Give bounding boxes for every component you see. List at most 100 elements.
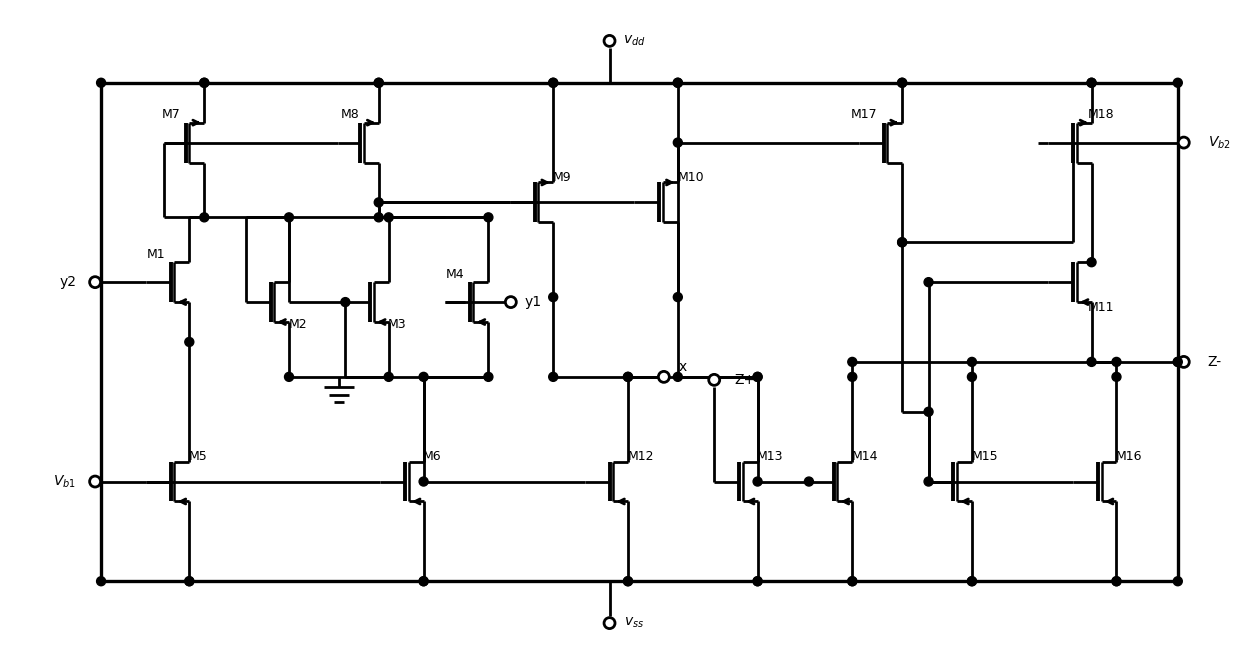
Circle shape bbox=[384, 373, 393, 381]
Circle shape bbox=[753, 373, 762, 381]
Circle shape bbox=[1178, 357, 1189, 367]
Text: M1: M1 bbox=[146, 248, 165, 261]
Circle shape bbox=[419, 577, 429, 586]
Text: y1: y1 bbox=[525, 295, 541, 309]
Circle shape bbox=[1111, 357, 1121, 367]
Text: M15: M15 bbox=[971, 450, 999, 463]
Circle shape bbox=[623, 577, 632, 586]
Circle shape bbox=[968, 373, 976, 381]
Text: x: x bbox=[679, 360, 686, 374]
Text: M4: M4 bbox=[446, 268, 465, 281]
Circle shape bbox=[847, 577, 857, 586]
Circle shape bbox=[506, 297, 517, 307]
Circle shape bbox=[623, 373, 632, 381]
Text: $v_{dd}$: $v_{dd}$ bbox=[623, 34, 646, 48]
Circle shape bbox=[673, 78, 683, 87]
Circle shape bbox=[753, 577, 762, 586]
Circle shape bbox=[1111, 577, 1121, 586]
Text: M3: M3 bbox=[388, 317, 406, 331]
Circle shape bbox=[97, 78, 105, 87]
Text: M8: M8 bbox=[341, 108, 359, 121]
Circle shape bbox=[185, 577, 193, 586]
Circle shape bbox=[658, 371, 669, 382]
Circle shape bbox=[623, 373, 632, 381]
Circle shape bbox=[753, 577, 762, 586]
Circle shape bbox=[968, 577, 976, 586]
Text: M18: M18 bbox=[1088, 108, 1115, 121]
Text: M5: M5 bbox=[188, 450, 208, 463]
Text: M7: M7 bbox=[161, 108, 180, 121]
Circle shape bbox=[1178, 137, 1189, 148]
Circle shape bbox=[709, 374, 720, 385]
Circle shape bbox=[847, 357, 857, 367]
Text: M12: M12 bbox=[627, 450, 654, 463]
Circle shape bbox=[199, 78, 208, 87]
Circle shape bbox=[419, 577, 429, 586]
Circle shape bbox=[897, 78, 907, 87]
Text: $V_{b2}$: $V_{b2}$ bbox=[1208, 134, 1230, 151]
Circle shape bbox=[924, 407, 933, 416]
Circle shape bbox=[1173, 577, 1182, 586]
Text: M10: M10 bbox=[678, 171, 704, 184]
Text: y2: y2 bbox=[59, 275, 76, 289]
Circle shape bbox=[484, 373, 493, 381]
Circle shape bbox=[285, 213, 294, 222]
Circle shape bbox=[968, 357, 976, 367]
Circle shape bbox=[199, 78, 208, 87]
Circle shape bbox=[1087, 78, 1097, 87]
Circle shape bbox=[897, 238, 907, 247]
Circle shape bbox=[1173, 78, 1182, 87]
Circle shape bbox=[374, 78, 383, 87]
Text: M6: M6 bbox=[422, 450, 442, 463]
Circle shape bbox=[897, 238, 907, 247]
Text: M14: M14 bbox=[851, 450, 878, 463]
Circle shape bbox=[97, 577, 105, 586]
Circle shape bbox=[623, 577, 632, 586]
Circle shape bbox=[1087, 357, 1097, 367]
Circle shape bbox=[285, 373, 294, 381]
Text: M2: M2 bbox=[289, 317, 307, 331]
Circle shape bbox=[605, 35, 615, 46]
Circle shape bbox=[924, 477, 933, 486]
Circle shape bbox=[673, 293, 683, 301]
Circle shape bbox=[384, 213, 393, 222]
Text: $v_{ss}$: $v_{ss}$ bbox=[624, 616, 644, 630]
Circle shape bbox=[847, 373, 857, 381]
Circle shape bbox=[897, 78, 907, 87]
Circle shape bbox=[89, 277, 100, 288]
Circle shape bbox=[374, 213, 383, 222]
Circle shape bbox=[549, 373, 558, 381]
Text: M11: M11 bbox=[1088, 301, 1115, 313]
Circle shape bbox=[968, 577, 976, 586]
Circle shape bbox=[89, 476, 100, 487]
Circle shape bbox=[1087, 78, 1097, 87]
Circle shape bbox=[374, 78, 383, 87]
Circle shape bbox=[419, 477, 429, 486]
Text: M16: M16 bbox=[1116, 450, 1142, 463]
Text: M9: M9 bbox=[553, 171, 571, 184]
Circle shape bbox=[753, 373, 762, 381]
Circle shape bbox=[549, 293, 558, 301]
Text: M17: M17 bbox=[850, 108, 877, 121]
Text: $V_{b1}$: $V_{b1}$ bbox=[53, 473, 76, 490]
Circle shape bbox=[549, 78, 558, 87]
Circle shape bbox=[753, 477, 762, 486]
Circle shape bbox=[1111, 373, 1121, 381]
Circle shape bbox=[605, 618, 615, 629]
Circle shape bbox=[804, 477, 814, 486]
Circle shape bbox=[199, 213, 208, 222]
Circle shape bbox=[1111, 577, 1121, 586]
Circle shape bbox=[673, 78, 683, 87]
Circle shape bbox=[673, 373, 683, 381]
Circle shape bbox=[484, 213, 493, 222]
Circle shape bbox=[374, 198, 383, 207]
Circle shape bbox=[419, 373, 429, 381]
Text: Z+: Z+ bbox=[735, 373, 756, 387]
Circle shape bbox=[847, 577, 857, 586]
Circle shape bbox=[549, 78, 558, 87]
Circle shape bbox=[1173, 357, 1182, 367]
Circle shape bbox=[924, 278, 933, 287]
Circle shape bbox=[1173, 357, 1182, 367]
Circle shape bbox=[673, 138, 683, 147]
Text: M13: M13 bbox=[757, 450, 783, 463]
